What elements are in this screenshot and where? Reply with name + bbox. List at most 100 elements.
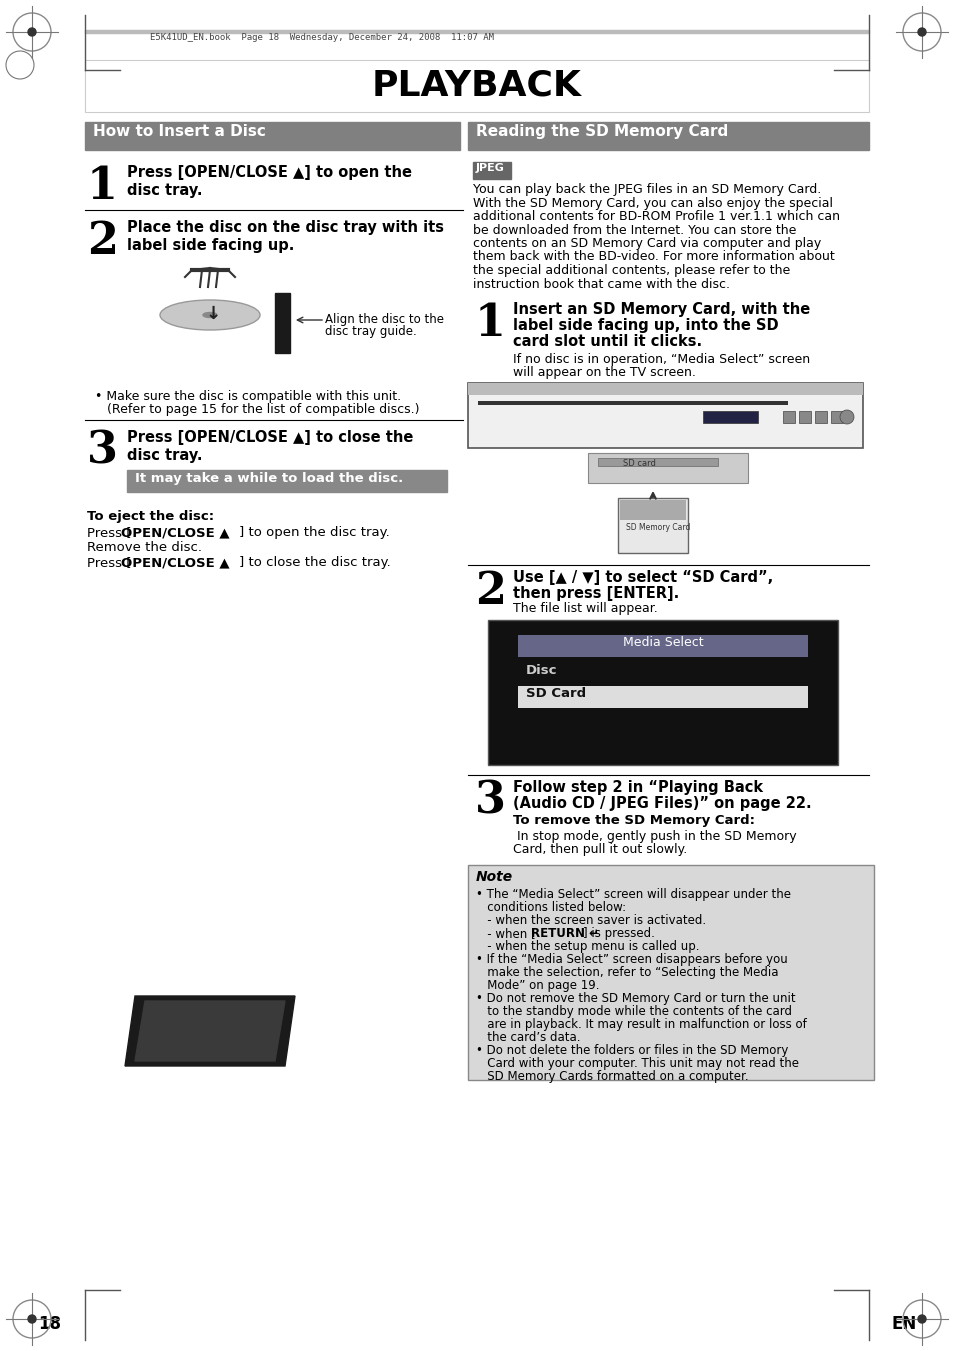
Text: Follow step 2 in “Playing Back: Follow step 2 in “Playing Back <box>513 780 762 794</box>
Text: SD Card: SD Card <box>525 688 585 700</box>
Text: You can play back the JPEG files in an SD Memory Card.: You can play back the JPEG files in an S… <box>473 182 821 196</box>
Bar <box>468 865 873 1079</box>
Circle shape <box>917 28 925 36</box>
Text: 1: 1 <box>475 303 505 345</box>
Text: make the selection, refer to “Selecting the Media: make the selection, refer to “Selecting … <box>476 966 778 979</box>
Text: contents on an SD Memory Card via computer and play: contents on an SD Memory Card via comput… <box>473 236 821 250</box>
Text: 2: 2 <box>475 570 505 613</box>
Bar <box>814 411 826 423</box>
Text: label side facing up.: label side facing up. <box>127 238 294 253</box>
Text: Place the disc on the disc tray with its: Place the disc on the disc tray with its <box>127 220 443 235</box>
Text: instruction book that came with the disc.: instruction book that came with the disc… <box>473 277 729 290</box>
Text: additional contents for BD-ROM Profile 1 ver.1.1 which can: additional contents for BD-ROM Profile 1… <box>473 209 840 223</box>
Bar <box>517 663 807 685</box>
Bar <box>85 30 868 32</box>
Text: (Refer to page 15 for the list of compatible discs.): (Refer to page 15 for the list of compat… <box>107 403 419 416</box>
Text: Reading the SD Memory Card: Reading the SD Memory Card <box>476 124 727 139</box>
Text: SD Memory Card: SD Memory Card <box>625 523 690 532</box>
Text: In stop mode, gently push in the SD Memory: In stop mode, gently push in the SD Memo… <box>513 830 796 843</box>
Text: then press [ENTER].: then press [ENTER]. <box>513 586 679 601</box>
Polygon shape <box>135 1001 285 1061</box>
Text: - when the setup menu is called up.: - when the setup menu is called up. <box>476 940 699 952</box>
Bar <box>517 686 807 708</box>
Text: conditions listed below:: conditions listed below: <box>476 901 625 915</box>
Text: ] is pressed.: ] is pressed. <box>582 927 654 940</box>
Text: 18: 18 <box>38 1315 61 1333</box>
Text: • Do not remove the SD Memory Card or turn the unit: • Do not remove the SD Memory Card or tu… <box>476 992 795 1005</box>
Bar <box>517 635 807 657</box>
Bar <box>618 499 687 553</box>
Bar <box>799 411 810 423</box>
Text: Press [OPEN/CLOSE ▲] to open the: Press [OPEN/CLOSE ▲] to open the <box>127 165 412 180</box>
Bar <box>587 453 747 484</box>
Text: Mode” on page 19.: Mode” on page 19. <box>476 979 598 992</box>
Bar <box>468 122 868 150</box>
Text: OPEN/CLOSE ▲: OPEN/CLOSE ▲ <box>121 557 230 569</box>
Circle shape <box>917 1315 925 1323</box>
Text: Press [: Press [ <box>87 557 132 569</box>
Text: SD Memory Cards formatted on a computer.: SD Memory Cards formatted on a computer. <box>476 1070 748 1084</box>
Text: ↓: ↓ <box>206 305 221 323</box>
Ellipse shape <box>203 312 216 317</box>
Bar <box>468 382 862 394</box>
Text: them back with the BD-video. For more information about: them back with the BD-video. For more in… <box>473 250 834 263</box>
Text: The file list will appear.: The file list will appear. <box>513 603 657 615</box>
Text: JPEG: JPEG <box>476 163 504 173</box>
Text: With the SD Memory Card, you can also enjoy the special: With the SD Memory Card, you can also en… <box>473 196 832 209</box>
Bar <box>477 401 787 405</box>
Text: 1: 1 <box>87 165 118 208</box>
Text: the card’s data.: the card’s data. <box>476 1031 579 1044</box>
Text: are in playback. It may result in malfunction or loss of: are in playback. It may result in malfun… <box>476 1019 806 1031</box>
Text: disc tray.: disc tray. <box>127 449 202 463</box>
Polygon shape <box>125 996 294 1066</box>
Text: - when [: - when [ <box>476 927 535 940</box>
Bar <box>488 620 837 765</box>
Circle shape <box>28 1315 36 1323</box>
Bar <box>468 382 862 449</box>
Text: Card with your computer. This unit may not read the: Card with your computer. This unit may n… <box>476 1056 799 1070</box>
Text: 2: 2 <box>87 220 118 263</box>
Text: • Do not delete the folders or files in the SD Memory: • Do not delete the folders or files in … <box>476 1044 787 1056</box>
Text: Use [▲ / ▼] to select “SD Card”,: Use [▲ / ▼] to select “SD Card”, <box>513 570 773 585</box>
Text: Align the disc to the: Align the disc to the <box>325 313 443 326</box>
Bar <box>702 411 758 423</box>
Text: OPEN/CLOSE ▲: OPEN/CLOSE ▲ <box>121 526 230 539</box>
Text: It may take a while to load the disc.: It may take a while to load the disc. <box>135 471 403 485</box>
Text: ] to open the disc tray.: ] to open the disc tray. <box>239 526 390 539</box>
Text: If no disc is in operation, “Media Select” screen: If no disc is in operation, “Media Selec… <box>513 353 809 366</box>
Text: PLAYBACK: PLAYBACK <box>372 68 581 101</box>
Text: label side facing up, into the SD: label side facing up, into the SD <box>513 317 778 332</box>
Bar <box>127 470 447 492</box>
Bar <box>830 411 842 423</box>
Text: (Audio CD / JPEG Files)” on page 22.: (Audio CD / JPEG Files)” on page 22. <box>513 796 811 811</box>
Text: to the standby mode while the contents of the card: to the standby mode while the contents o… <box>476 1005 791 1019</box>
Bar <box>85 59 868 112</box>
Text: 3: 3 <box>87 430 118 473</box>
Text: Media Select: Media Select <box>622 636 702 648</box>
Text: To eject the disc:: To eject the disc: <box>87 509 213 523</box>
Text: Insert an SD Memory Card, with the: Insert an SD Memory Card, with the <box>513 303 809 317</box>
Text: 3: 3 <box>475 780 505 823</box>
Text: To remove the SD Memory Card:: To remove the SD Memory Card: <box>513 815 754 827</box>
Text: disc tray.: disc tray. <box>127 182 202 199</box>
Text: EN: EN <box>890 1315 916 1333</box>
Text: Press [: Press [ <box>87 526 132 539</box>
Text: Remove the disc.: Remove the disc. <box>87 540 202 554</box>
Text: Press [OPEN/CLOSE ▲] to close the: Press [OPEN/CLOSE ▲] to close the <box>127 430 413 444</box>
Text: • Make sure the disc is compatible with this unit.: • Make sure the disc is compatible with … <box>95 390 400 403</box>
Text: E5K41UD_EN.book  Page 18  Wednesday, December 24, 2008  11:07 AM: E5K41UD_EN.book Page 18 Wednesday, Decem… <box>150 32 494 42</box>
Text: SD card: SD card <box>622 459 655 467</box>
Text: be downloaded from the Internet. You can store the: be downloaded from the Internet. You can… <box>473 223 796 236</box>
Circle shape <box>840 409 853 424</box>
Bar <box>782 411 794 423</box>
Circle shape <box>28 28 36 36</box>
Bar <box>274 293 290 353</box>
Text: • The “Media Select” screen will disappear under the: • The “Media Select” screen will disappe… <box>476 888 790 901</box>
Text: ] to close the disc tray.: ] to close the disc tray. <box>239 557 391 569</box>
Text: the special additional contents, please refer to the: the special additional contents, please … <box>473 263 789 277</box>
Text: RETURN ↵: RETURN ↵ <box>531 927 598 940</box>
Text: Note: Note <box>476 870 513 884</box>
Text: Card, then pull it out slowly.: Card, then pull it out slowly. <box>513 843 686 857</box>
Text: disc tray guide.: disc tray guide. <box>325 326 416 338</box>
Text: • If the “Media Select” screen disappears before you: • If the “Media Select” screen disappear… <box>476 952 787 966</box>
